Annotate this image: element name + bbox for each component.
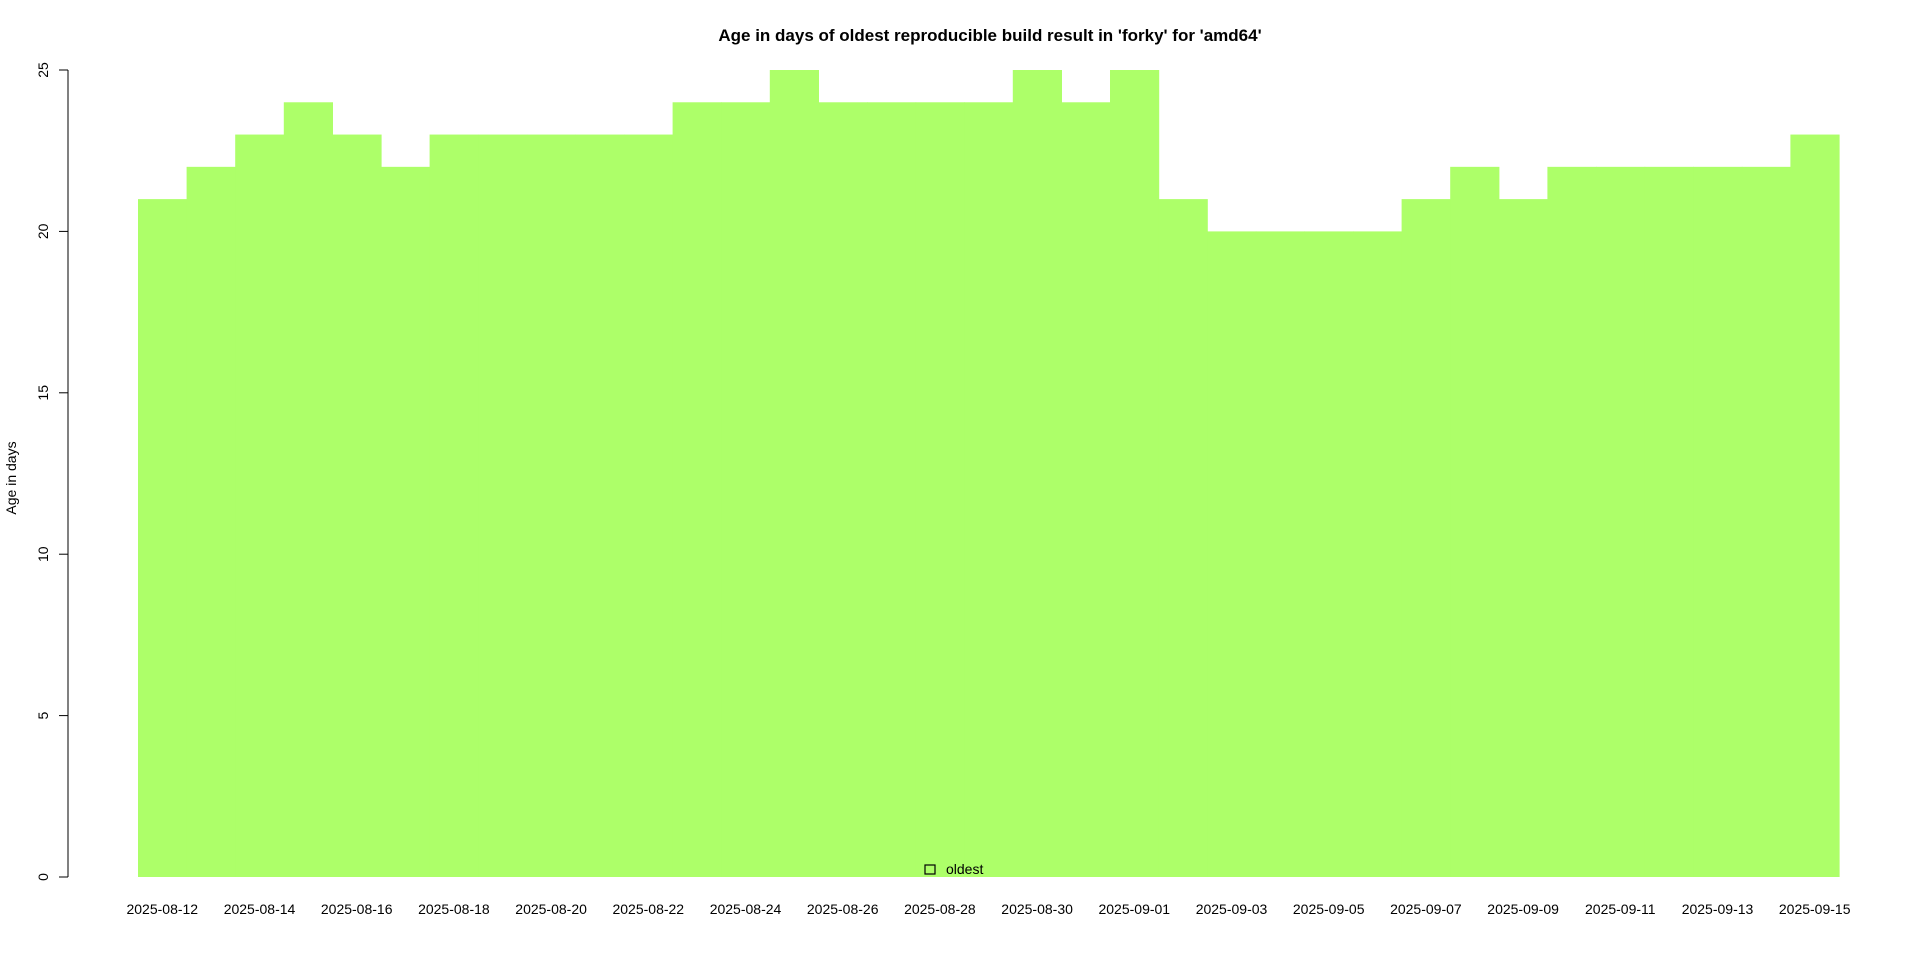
y-axis-label: Age in days [3,441,19,514]
area-step-2025-08-18 [429,134,479,877]
x-tick-label-2025-08-30: 2025-08-30 [1001,901,1073,917]
x-tick-label-2025-09-15: 2025-09-15 [1779,901,1851,917]
x-tick-label-2025-08-22: 2025-08-22 [612,901,684,917]
y-tick-label-15: 15 [35,385,51,401]
area-step-2025-08-26 [818,102,868,877]
area-step-2025-08-23 [672,102,722,877]
area-step-2025-08-29 [964,102,1014,877]
x-tick-label-2025-09-11: 2025-09-11 [1585,901,1656,917]
y-axis: 0 5 10 15 20 25 [35,62,69,881]
x-tick-label-2025-08-12: 2025-08-12 [126,901,198,917]
area-step-2025-08-19 [478,134,528,877]
x-tick-label-2025-08-18: 2025-08-18 [418,901,490,917]
area-step-2025-09-12 [1644,166,1694,878]
area-step-2025-09-06 [1353,231,1403,877]
area-step-2025-08-20 [526,134,576,877]
x-tick-label-2025-08-24: 2025-08-24 [710,901,782,917]
area-step-2025-08-24 [721,102,771,877]
x-tick-label-2025-08-16: 2025-08-16 [321,901,393,917]
legend-label-oldest: oldest [946,861,983,877]
x-tick-label-2025-08-26: 2025-08-26 [807,901,879,917]
area-step-2025-08-16 [332,134,382,877]
chart-title: Age in days of oldest reproducible build… [718,26,1261,45]
area-step-2025-08-27 [867,102,917,877]
area-step-2025-08-15 [283,102,333,877]
area-step-2025-08-28 [915,102,965,877]
area-step-2025-09-09 [1498,199,1548,877]
x-tick-label-2025-09-13: 2025-09-13 [1682,901,1754,917]
x-tick-label-2025-08-14: 2025-08-14 [224,901,296,917]
area-step-2025-09-01 [1110,70,1160,877]
area-step-2025-08-21 [575,134,625,877]
y-tick-label-10: 10 [35,546,51,562]
area-step-2025-09-08 [1450,166,1500,878]
area-step-2025-09-03 [1207,231,1257,877]
area-step-2025-08-22 [624,134,674,877]
x-axis: 2025-08-12 2025-08-14 2025-08-16 2025-08-18… [126,901,1850,917]
area-step-2025-09-14 [1741,166,1791,878]
x-tick-label-2025-09-05: 2025-09-05 [1293,901,1365,917]
x-tick-label-2025-08-20: 2025-08-20 [515,901,587,917]
area-step-2025-09-04 [1255,231,1305,877]
y-tick-label-5: 5 [35,711,51,719]
legend: oldest [924,861,983,877]
area-step-2025-09-05 [1304,231,1354,877]
area-step-2025-08-17 [381,166,431,878]
area-step-2025-08-31 [1061,102,1111,877]
area-step-2025-08-12 [138,199,188,877]
y-tick-label-25: 25 [35,62,51,78]
area-step-2025-08-14 [235,134,285,877]
y-tick-label-20: 20 [35,223,51,239]
area-step-2025-09-07 [1401,199,1451,877]
area-step-2025-08-13 [186,166,236,878]
area-step-2025-08-25 [769,70,819,877]
x-tick-label-2025-09-03: 2025-09-03 [1196,901,1268,917]
x-tick-label-2025-09-09: 2025-09-09 [1487,901,1559,917]
x-tick-label-2025-08-28: 2025-08-28 [904,901,976,917]
area-step-2025-09-11 [1596,166,1646,878]
series-oldest-area [138,70,1840,878]
area-step-2025-09-13 [1693,166,1743,878]
x-tick-label-2025-09-07: 2025-09-07 [1390,901,1462,917]
area-step-2025-09-10 [1547,166,1597,878]
area-step-2025-09-02 [1158,199,1208,877]
area-step-2025-09-15 [1790,134,1840,877]
y-tick-label-0: 0 [35,873,51,881]
legend-swatch-oldest [924,864,936,875]
x-tick-label-2025-09-01: 2025-09-01 [1098,901,1170,917]
area-step-2025-08-30 [1012,70,1062,877]
